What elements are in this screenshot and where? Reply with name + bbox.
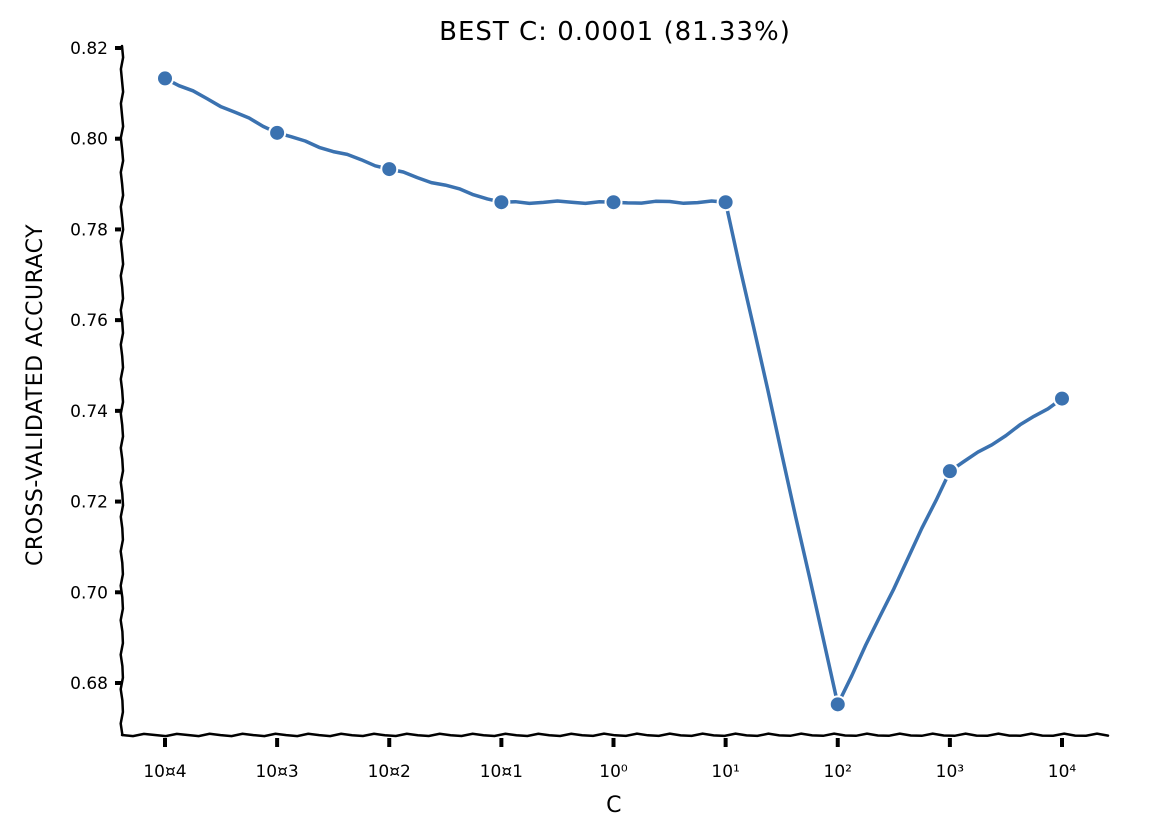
y-tick-label: 0.70 [70, 583, 108, 603]
y-axis-line [119, 44, 125, 737]
y-tick-label: 0.72 [70, 493, 108, 513]
x-tick-label: 10¤2 [368, 762, 411, 782]
data-point [940, 462, 959, 481]
y-axis-ticks: 0.68 0.70 0.72 0.74 0.76 0.78 0.80 0.82 [70, 39, 121, 694]
x-tick-label: 10¹ [711, 762, 739, 782]
x-tick-label: 10⁴ [1048, 762, 1077, 782]
data-point [380, 160, 399, 179]
x-tick-label: 10¤3 [255, 762, 298, 782]
series-group [156, 69, 1071, 714]
x-axis-line [120, 732, 1110, 738]
x-axis-label: C [606, 793, 622, 818]
y-tick-label: 0.80 [70, 130, 108, 150]
y-tick-label: 0.78 [70, 220, 108, 240]
chart-title: BEST C: 0.0001 (81.33%) [439, 17, 791, 47]
x-tick-label: 10⁰ [599, 762, 628, 782]
y-tick-label: 0.76 [70, 311, 108, 331]
y-axis-label: CROSS-VALIDATED ACCURACY [23, 224, 48, 566]
axes [119, 44, 1110, 738]
x-tick-label: 10¤4 [143, 762, 186, 782]
data-point [604, 193, 623, 212]
data-point [828, 695, 847, 714]
data-point [492, 193, 511, 212]
y-tick-label: 0.74 [70, 402, 108, 422]
x-tick-label: 10² [824, 762, 852, 782]
x-tick-label: 10¤1 [480, 762, 523, 782]
data-point [1053, 389, 1071, 408]
data-point [716, 193, 735, 212]
data-point [156, 69, 174, 88]
x-axis-ticks: 10¤4 10¤3 10¤2 10¤1 10⁰ 10¹ 10² 10³ 10⁴ [143, 738, 1076, 782]
series-line-halo [161, 74, 1066, 709]
y-tick-label: 0.68 [70, 674, 108, 694]
data-point [268, 123, 287, 142]
y-tick-label: 0.82 [70, 39, 108, 59]
series-line [163, 76, 1064, 707]
x-tick-label: 10³ [936, 762, 964, 782]
